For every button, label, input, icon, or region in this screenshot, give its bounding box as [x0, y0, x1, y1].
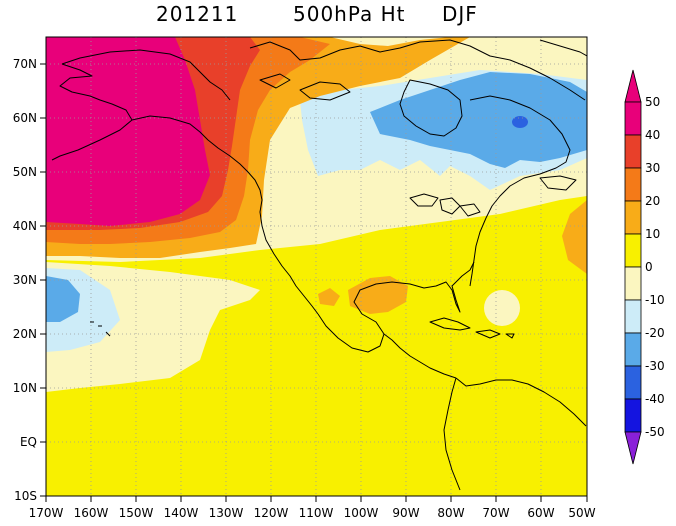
field-gt50	[46, 37, 210, 226]
graticule	[46, 37, 587, 496]
field-neg10-20-canada	[370, 72, 587, 168]
colorbar-swatch	[624, 332, 642, 367]
colorbar-label: -20	[645, 326, 665, 340]
anomaly-field	[46, 37, 587, 496]
colorbar-swatch	[624, 200, 642, 235]
axis-ticks	[40, 63, 588, 502]
x-tick-label: 130W	[209, 506, 244, 520]
x-tick-label: 80W	[437, 506, 464, 520]
colorbar-swatch	[624, 365, 642, 400]
colorbar-label: 50	[645, 95, 660, 109]
x-tick-label: 140W	[164, 506, 199, 520]
y-tick-label: 40N	[13, 219, 37, 233]
colorbar-label: 30	[645, 161, 660, 175]
x-tick-label: 170W	[29, 506, 64, 520]
field-20-30-atlantic	[562, 200, 587, 274]
x-tick-label: 90W	[392, 506, 419, 520]
field-neg10-20-pacific	[46, 276, 80, 322]
colorbar-swatch	[624, 299, 642, 334]
field-0-10-atlantic	[484, 290, 520, 326]
colorbar-swatch	[624, 398, 642, 433]
x-tick-label: 70W	[482, 506, 509, 520]
colorbar-label: -10	[645, 293, 665, 307]
colorbar-label: 0	[645, 260, 653, 274]
field-20-30-mexico	[318, 288, 340, 306]
colorbar-label: -50	[645, 425, 665, 439]
colorbar-label: 20	[645, 194, 660, 208]
y-axis-labels: 10S EQ 10N 20N 30N 40N 50N 60N 70N	[13, 57, 37, 503]
map-title: 201211 500hPa Ht DJF	[0, 2, 676, 32]
x-axis-labels: 170W 160W 150W 140W 130W 120W 110W 100W …	[29, 506, 596, 520]
y-tick-label: 30N	[13, 273, 37, 287]
colorbar-swatch	[624, 167, 642, 202]
x-tick-label: 60W	[527, 506, 554, 520]
colorbar-swatch	[624, 266, 642, 301]
y-tick-label: 70N	[13, 57, 37, 71]
colorbar-label: -40	[645, 392, 665, 406]
x-tick-label: 110W	[299, 506, 334, 520]
field-20-30-gulf	[348, 276, 408, 314]
x-tick-label: 120W	[254, 506, 289, 520]
colorbar: 50 40 30 20 10 0 -10 -20 -30 -40 -50	[624, 69, 665, 465]
y-tick-label: EQ	[20, 435, 37, 449]
colorbar-swatch	[624, 233, 642, 268]
x-tick-label: 150W	[119, 506, 154, 520]
x-tick-label: 100W	[344, 506, 379, 520]
colorbar-swatch	[624, 134, 642, 169]
title-date: 201211	[156, 2, 239, 26]
colorbar-label: -30	[645, 359, 665, 373]
x-tick-label: 50W	[568, 506, 595, 520]
y-tick-label: 60N	[13, 111, 37, 125]
colorbar-label: 40	[645, 128, 660, 142]
y-tick-label: 10S	[14, 489, 37, 503]
y-tick-label: 10N	[13, 381, 37, 395]
y-tick-label: 20N	[13, 327, 37, 341]
colorbar-bottom-arrow	[624, 431, 642, 465]
title-season: DJF	[442, 2, 478, 26]
colorbar-swatch	[624, 101, 642, 136]
x-tick-label: 160W	[74, 506, 109, 520]
colorbar-top-arrow	[624, 69, 642, 103]
coastlines	[51, 39, 587, 491]
colorbar-label: 10	[645, 227, 660, 241]
y-tick-label: 50N	[13, 165, 37, 179]
field-neg20-30-core	[512, 116, 528, 128]
title-variable: 500hPa Ht	[293, 2, 406, 26]
